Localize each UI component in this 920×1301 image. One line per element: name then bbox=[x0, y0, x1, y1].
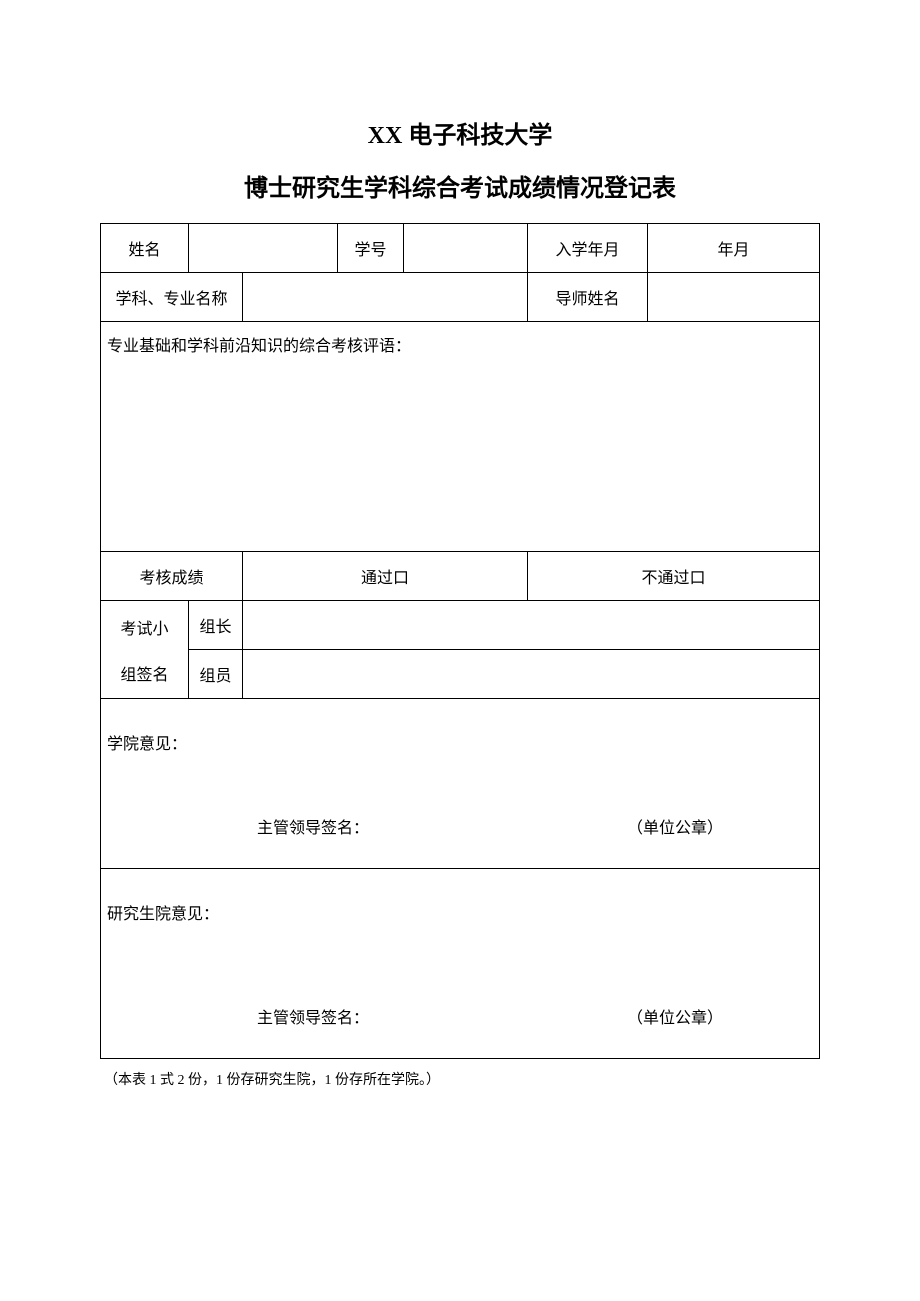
label-unit-seal-1: （单位公章） bbox=[627, 814, 723, 838]
table-row-member-sign: 组员 bbox=[101, 650, 820, 699]
field-member-sign[interactable] bbox=[243, 650, 820, 699]
field-student-id[interactable] bbox=[404, 224, 528, 273]
form-title: 博士研究生学科综合考试成绩情况登记表 bbox=[100, 168, 820, 203]
field-college-opinion[interactable]: 学院意见： 主管领导签名： （单位公章） bbox=[101, 699, 820, 869]
field-comment[interactable]: 专业基础和学科前沿知识的综合考核评语： bbox=[101, 322, 820, 552]
table-row-grad-school-opinion: 研究生院意见： 主管领导签名： （单位公章） bbox=[101, 869, 820, 1059]
label-comment-title: 专业基础和学科前沿知识的综合考核评语： bbox=[107, 338, 411, 355]
field-grad-school-opinion[interactable]: 研究生院意见： 主管领导签名： （单位公章） bbox=[101, 869, 820, 1059]
label-major: 学科、专业名称 bbox=[101, 273, 243, 322]
table-row-college-opinion: 学院意见： 主管领导签名： （单位公章） bbox=[101, 699, 820, 869]
field-enrollment-date[interactable]: 年月 bbox=[648, 224, 820, 273]
field-major[interactable] bbox=[243, 273, 528, 322]
label-leader: 组长 bbox=[189, 601, 243, 650]
grad-school-signature-line: 主管领导签名： （单位公章） bbox=[107, 1004, 813, 1028]
label-advisor: 导师姓名 bbox=[528, 273, 648, 322]
option-fail[interactable]: 不通过口 bbox=[528, 552, 820, 601]
label-grad-school-opinion: 研究生院意见： bbox=[107, 900, 813, 924]
label-supervisor-sign-1: 主管领导签名： bbox=[257, 814, 369, 838]
table-row-major-advisor: 学科、专业名称 导师姓名 bbox=[101, 273, 820, 322]
label-unit-seal-2: （单位公章） bbox=[627, 1004, 723, 1028]
label-exam-group-1: 考试小 组签名 bbox=[101, 601, 189, 699]
label-result: 考核成绩 bbox=[101, 552, 243, 601]
table-row-result: 考核成绩 通过口 不通过口 bbox=[101, 552, 820, 601]
label-exam-group-line2: 组签名 bbox=[107, 661, 182, 685]
label-enrollment-date: 入学年月 bbox=[528, 224, 648, 273]
label-member: 组员 bbox=[189, 650, 243, 699]
field-name[interactable] bbox=[189, 224, 338, 273]
field-advisor[interactable] bbox=[648, 273, 820, 322]
college-signature-line: 主管领导签名： （单位公章） bbox=[107, 814, 813, 838]
table-row-comment: 专业基础和学科前沿知识的综合考核评语： bbox=[101, 322, 820, 552]
label-supervisor-sign-2: 主管领导签名： bbox=[257, 1004, 369, 1028]
field-leader-sign[interactable] bbox=[243, 601, 820, 650]
university-title: XX 电子科技大学 bbox=[100, 115, 820, 150]
label-name: 姓名 bbox=[101, 224, 189, 273]
label-exam-group-line1: 考试小 bbox=[107, 615, 182, 639]
label-student-id: 学号 bbox=[338, 224, 404, 273]
form-footnote: （本表 1 式 2 份，1 份存研究生院，1 份存所在学院。） bbox=[100, 1069, 820, 1089]
table-row-basic-info: 姓名 学号 入学年月 年月 bbox=[101, 224, 820, 273]
registration-form-table: 姓名 学号 入学年月 年月 学科、专业名称 导师姓名 专业基础和学科前沿知识的综… bbox=[100, 223, 820, 1059]
label-college-opinion: 学院意见： bbox=[107, 730, 813, 754]
option-pass[interactable]: 通过口 bbox=[243, 552, 528, 601]
table-row-leader-sign: 考试小 组签名 组长 bbox=[101, 601, 820, 650]
